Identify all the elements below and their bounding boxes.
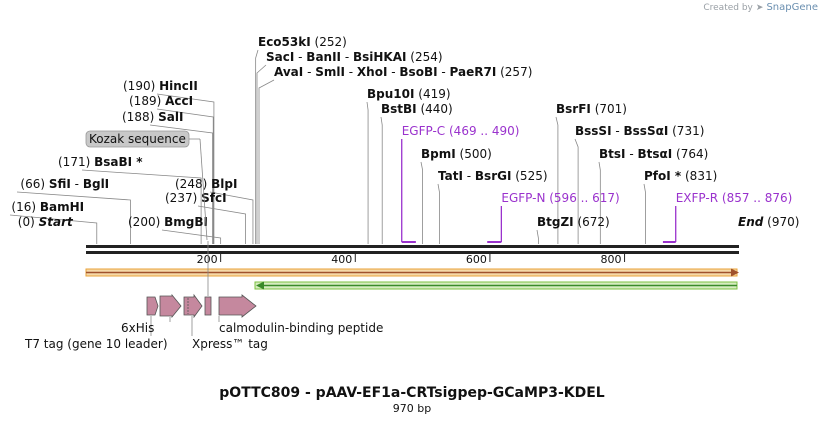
primer-p1[interactable]: EGFP-C (469 .. 490) <box>401 124 520 243</box>
primers: EGFP-C (469 .. 490) EGFP-N (596 .. 617) EX… <box>401 124 793 243</box>
enzyme-label-e11[interactable]: SacI - BanII - BsiHKAI (254) <box>266 50 443 64</box>
kozak-label: Kozak sequence <box>89 132 186 146</box>
enzyme-label-e9[interactable]: (248) BlpI <box>175 177 237 191</box>
enzyme-line-e21 <box>643 183 646 244</box>
enzyme-label-e15[interactable]: BpmI (500) <box>421 147 492 161</box>
ruler-label-200: 200 <box>197 253 218 266</box>
enzyme-label-e10[interactable]: Eco53kI (252) <box>258 35 347 49</box>
enzyme-line-e2 <box>16 191 131 244</box>
plasmid-title: pOTTC809 - pAAV-EF1a-CRTsigpep-GCaMP3-KD… <box>219 385 605 401</box>
enzyme-label-e8[interactable]: (237) SfcI <box>165 191 227 205</box>
enzyme-line-e8 <box>197 205 246 244</box>
svg-text:EGFP-N (596 .. 617): EGFP-N (596 .. 617) <box>501 191 619 205</box>
enzyme-line-e6 <box>156 93 215 244</box>
enzyme-label-e6[interactable]: (190) HincII <box>123 79 198 93</box>
plasmid-size: 970 bp <box>392 402 432 415</box>
feature-label-6xhis: 6xHis <box>121 321 154 335</box>
enzyme-label-e1[interactable]: (16) BamHI <box>11 200 84 214</box>
enzyme-label-e5[interactable]: (189) AccI <box>129 94 193 108</box>
enzyme-line-e5 <box>156 108 214 244</box>
enzyme-line-e3 <box>81 169 202 244</box>
feature-arrows <box>146 241 257 336</box>
svg-text:EXFP-R (857 .. 876): EXFP-R (857 .. 876) <box>676 191 793 205</box>
enzyme-label-e18[interactable]: BsrFI (701) <box>556 102 627 116</box>
feature-label-xpress: Xpress™ tag <box>192 337 268 351</box>
enzyme-line-e15 <box>420 161 423 244</box>
enzyme-line-e16 <box>437 183 440 244</box>
orf-forward[interactable] <box>85 268 739 277</box>
enzyme-label-e0[interactable]: (0) Start <box>18 215 74 229</box>
snapgene-logo-icon: ➤ <box>755 2 764 13</box>
enzyme-line-e19 <box>574 138 579 244</box>
credit: Created by ➤ SnapGene <box>703 2 818 13</box>
xpress-tag-arrow[interactable] <box>183 293 203 319</box>
credit-brand: SnapGene <box>766 2 818 13</box>
enzyme-line-e13 <box>366 101 369 244</box>
enzyme-line-e7 <box>161 229 222 244</box>
ruler: 200 400 600 800 <box>197 253 626 266</box>
enzyme-line-e1 <box>9 214 98 244</box>
enzyme-label-e14[interactable]: BstBI (440) <box>381 102 453 116</box>
sequence-bottom-strand <box>86 251 739 254</box>
enzyme-label-e17[interactable]: BtgZI (672) <box>537 215 610 229</box>
enzyme-label-e21[interactable]: PfoI * (831) <box>644 169 717 183</box>
ruler-label-800: 800 <box>601 253 622 266</box>
enzyme-label-e16[interactable]: TatI - BsrGI (525) <box>438 169 548 183</box>
enzyme-label-e4[interactable]: (188) SalI <box>122 110 183 124</box>
ruler-label-600: 600 <box>466 253 487 266</box>
credit-prefix: Created by <box>703 2 753 13</box>
enzyme-line-e12 <box>258 79 275 244</box>
sequence-top-strand <box>86 245 739 248</box>
enzyme-line-e4 <box>149 124 213 244</box>
enzyme-line-e10 <box>255 49 259 244</box>
enzyme-line-e9 <box>209 191 254 244</box>
enzyme-label-e7[interactable]: (200) BmgBI <box>128 215 208 229</box>
enzyme-label-e20[interactable]: BtsI - BtsαI (764) <box>599 147 708 161</box>
enzyme-label-e19[interactable]: BssSI - BssSαI (731) <box>575 124 704 138</box>
feature-small-box[interactable] <box>204 296 212 316</box>
svg-text:EGFP-C (469 .. 490): EGFP-C (469 .. 490) <box>402 124 520 138</box>
enzyme-label-e13[interactable]: Bpu10I (419) <box>367 87 451 101</box>
enzyme-label-e3[interactable]: (171) BsaBI * <box>58 155 143 169</box>
kozak-feature-label[interactable]: Kozak sequence <box>85 130 208 241</box>
primer-p3[interactable]: EXFP-R (857 .. 876) <box>662 191 793 243</box>
enzyme-label-e12[interactable]: AvaI - SmlI - XhoI - BsoBI - PaeR7I (257… <box>274 65 532 79</box>
calmodulin-binding-peptide-arrow[interactable] <box>218 294 257 318</box>
6xhis-arrow[interactable] <box>159 293 182 319</box>
t7-tag-arrow[interactable] <box>146 296 159 316</box>
enzyme-label-e22[interactable]: End (970) <box>738 215 799 229</box>
enzyme-line-e20 <box>598 161 601 244</box>
orf-reverse[interactable] <box>254 281 738 290</box>
enzyme-line-e18 <box>555 116 559 244</box>
enzyme-lines <box>9 49 646 244</box>
feature-label-calmodulin: calmodulin-binding peptide <box>219 321 383 335</box>
enzyme-label-e2[interactable]: (66) SfiI - BglI <box>20 177 109 191</box>
ruler-label-400: 400 <box>331 253 352 266</box>
enzyme-line-e11 <box>256 64 267 244</box>
enzyme-line-e17 <box>536 229 539 244</box>
enzyme-labels: (0) Start(16) BamHI (66) SfiI - BglI (171)… <box>11 35 799 229</box>
enzyme-line-e14 <box>380 116 383 244</box>
primer-p2[interactable]: EGFP-N (596 .. 617) <box>487 191 620 243</box>
feature-label-t7-tag: T7 tag (gene 10 leader) <box>24 337 168 351</box>
